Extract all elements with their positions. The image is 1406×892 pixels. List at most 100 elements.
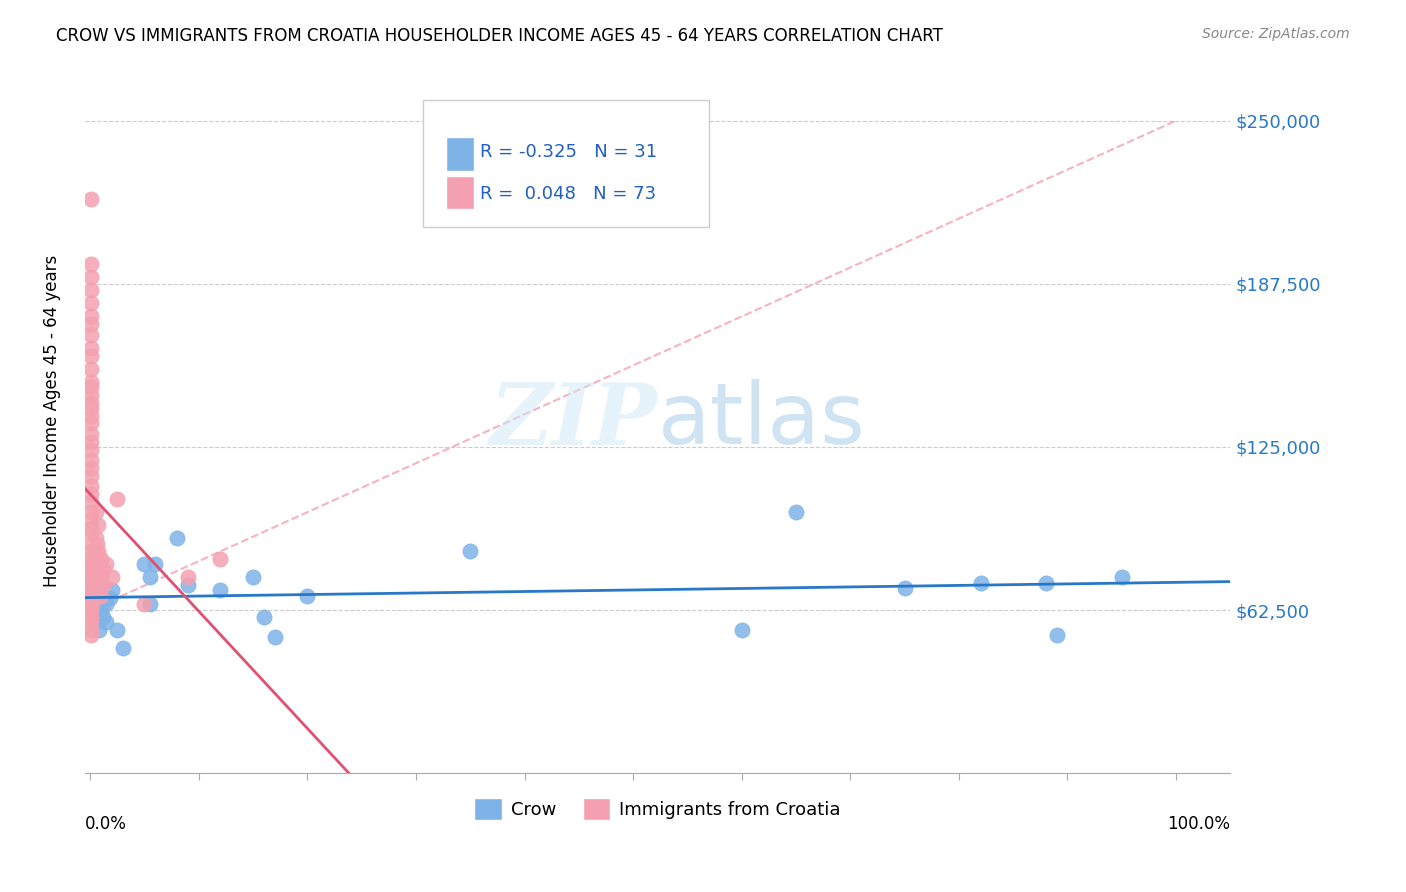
FancyBboxPatch shape bbox=[446, 176, 474, 210]
Point bbox=[80, 583, 103, 598]
Point bbox=[177, 578, 200, 592]
Point bbox=[80, 460, 103, 475]
Point bbox=[90, 570, 112, 584]
Text: 100.0%: 100.0% bbox=[1167, 815, 1230, 833]
Point bbox=[134, 558, 156, 572]
Point bbox=[80, 487, 103, 501]
Point bbox=[80, 409, 103, 423]
Point bbox=[80, 388, 103, 402]
Point bbox=[177, 570, 200, 584]
Point bbox=[80, 426, 103, 441]
Point bbox=[263, 631, 285, 645]
Text: 0.0%: 0.0% bbox=[84, 815, 127, 833]
Point bbox=[80, 589, 103, 603]
Point bbox=[80, 552, 103, 566]
Point bbox=[139, 597, 162, 611]
Point bbox=[80, 570, 103, 584]
Point bbox=[80, 526, 103, 541]
Point bbox=[80, 434, 103, 449]
Point bbox=[80, 380, 103, 394]
Point bbox=[209, 552, 232, 566]
Y-axis label: Householder Income Ages 45 - 64 years: Householder Income Ages 45 - 64 years bbox=[44, 255, 60, 587]
Point bbox=[80, 536, 103, 550]
Point bbox=[80, 566, 103, 580]
Point bbox=[80, 310, 103, 324]
Point bbox=[80, 375, 103, 389]
Point bbox=[80, 442, 103, 457]
Point bbox=[80, 468, 103, 483]
Point bbox=[80, 453, 103, 467]
Point bbox=[80, 570, 103, 584]
Point bbox=[82, 589, 104, 603]
Point bbox=[84, 531, 107, 545]
Point bbox=[785, 505, 807, 519]
Point bbox=[893, 581, 915, 595]
Point bbox=[458, 544, 481, 558]
Point bbox=[96, 615, 118, 629]
Point bbox=[1111, 570, 1133, 584]
Point bbox=[80, 192, 103, 206]
Text: ZIP: ZIP bbox=[489, 379, 658, 463]
Point bbox=[105, 492, 128, 507]
Point bbox=[87, 563, 110, 577]
Point bbox=[80, 349, 103, 363]
Point bbox=[143, 558, 166, 572]
Point bbox=[80, 628, 103, 642]
Point bbox=[80, 505, 103, 519]
Text: CROW VS IMMIGRANTS FROM CROATIA HOUSEHOLDER INCOME AGES 45 - 64 YEARS CORRELATIO: CROW VS IMMIGRANTS FROM CROATIA HOUSEHOL… bbox=[56, 27, 943, 45]
Point bbox=[80, 609, 103, 624]
Point bbox=[111, 640, 134, 655]
Point bbox=[82, 578, 104, 592]
Point bbox=[80, 401, 103, 415]
Point bbox=[80, 341, 103, 355]
Text: R =  0.048   N = 73: R = 0.048 N = 73 bbox=[479, 185, 657, 203]
Point bbox=[80, 495, 103, 509]
Point bbox=[242, 570, 264, 584]
Point bbox=[80, 395, 103, 409]
Point bbox=[253, 609, 276, 624]
Text: R = -0.325   N = 31: R = -0.325 N = 31 bbox=[479, 143, 657, 161]
Point bbox=[1045, 628, 1067, 642]
Point bbox=[969, 575, 991, 590]
Text: atlas: atlas bbox=[658, 379, 866, 462]
Point bbox=[80, 558, 103, 572]
Point bbox=[83, 544, 105, 558]
Point bbox=[80, 513, 103, 527]
Point bbox=[80, 479, 103, 493]
Point bbox=[80, 597, 103, 611]
Point bbox=[82, 558, 104, 572]
Point bbox=[82, 570, 104, 584]
Point bbox=[90, 601, 112, 615]
Point bbox=[209, 583, 232, 598]
FancyBboxPatch shape bbox=[446, 136, 474, 170]
Point bbox=[80, 623, 103, 637]
Point bbox=[101, 570, 124, 584]
Point bbox=[80, 521, 103, 535]
Point bbox=[87, 623, 110, 637]
Point bbox=[84, 589, 107, 603]
Point bbox=[82, 597, 104, 611]
Point bbox=[82, 583, 104, 598]
Point bbox=[84, 578, 107, 592]
Point bbox=[80, 578, 103, 592]
Point bbox=[80, 318, 103, 332]
Point bbox=[134, 597, 156, 611]
Point bbox=[98, 591, 121, 606]
Point bbox=[90, 552, 112, 566]
Text: Source: ZipAtlas.com: Source: ZipAtlas.com bbox=[1202, 27, 1350, 41]
Point bbox=[80, 270, 103, 285]
Point bbox=[86, 536, 108, 550]
Point bbox=[80, 615, 103, 629]
Point bbox=[84, 570, 107, 584]
Point bbox=[101, 583, 124, 598]
Point bbox=[731, 623, 754, 637]
Point bbox=[80, 417, 103, 431]
Point bbox=[80, 544, 103, 558]
Point bbox=[84, 505, 107, 519]
Point bbox=[91, 609, 114, 624]
Point bbox=[96, 597, 118, 611]
Point bbox=[1035, 575, 1057, 590]
Point bbox=[80, 327, 103, 342]
Point bbox=[91, 563, 114, 577]
FancyBboxPatch shape bbox=[423, 100, 709, 227]
